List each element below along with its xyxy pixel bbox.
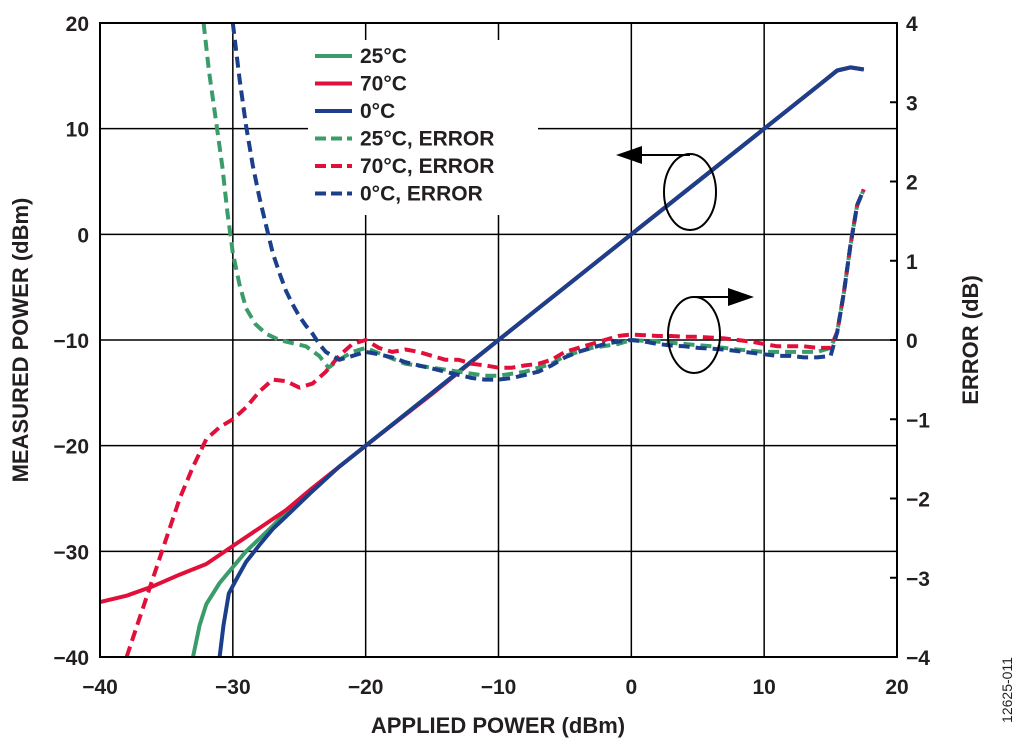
series-line-6 bbox=[230, 22, 866, 382]
y2-tick-label: 1 bbox=[906, 251, 918, 274]
y-tick-label: −10 bbox=[53, 330, 89, 353]
tick-labels: −40 −30 −20 −10 0 10 20−40−30−20−1001020−4−3−2… bbox=[53, 13, 930, 699]
x-tick-label: 20 bbox=[885, 676, 908, 699]
y2-tick-label: −4 bbox=[906, 647, 930, 670]
x-tick-label: −30 bbox=[215, 676, 251, 699]
x-tick-label: 10 bbox=[752, 676, 775, 699]
series-layer bbox=[99, 22, 866, 658]
y-axis-title: MEASURED POWER (dBm) bbox=[8, 198, 33, 483]
legend-label-1: 25°C bbox=[360, 45, 407, 68]
y2-tick-label: 3 bbox=[906, 92, 918, 115]
y2-tick-label: −2 bbox=[906, 489, 930, 512]
x-tick-label: −10 bbox=[481, 676, 517, 699]
x-tick-label: −40 bbox=[82, 676, 118, 699]
legend-label-2: 70°C bbox=[360, 73, 407, 96]
y2-tick-label: 4 bbox=[906, 13, 918, 36]
series-line-5 bbox=[124, 188, 866, 658]
y-tick-label: −30 bbox=[53, 541, 89, 564]
y-tick-label: 10 bbox=[66, 119, 89, 142]
series-line-3 bbox=[217, 65, 865, 658]
series-line-4 bbox=[201, 22, 866, 378]
legend: 25°C 70°C 0°C 25°C, ERROR 70°C, ERROR 0°C, ER… bbox=[308, 40, 538, 215]
y-tick-label: 0 bbox=[77, 224, 89, 247]
y-tick-label: −40 bbox=[53, 647, 89, 670]
x-axis-title: APPLIED POWER (dBm) bbox=[371, 713, 625, 738]
y2-axis-title: ERROR (dB) bbox=[958, 275, 983, 405]
y-tick-label: −20 bbox=[53, 436, 89, 459]
y2-tick-label: 2 bbox=[906, 172, 918, 195]
legend-label-3: 0°C bbox=[360, 100, 395, 123]
figure-id: 12625-011 bbox=[999, 657, 1015, 723]
y2-tick-label: −3 bbox=[906, 568, 930, 591]
x-tick-label: −20 bbox=[348, 676, 384, 699]
legend-background bbox=[308, 40, 538, 215]
legend-label-6: 0°C, ERROR bbox=[360, 183, 483, 206]
annotations bbox=[616, 146, 754, 374]
y2-tick-label: −1 bbox=[906, 409, 930, 432]
left-axis-indicator-arrow-head bbox=[616, 146, 642, 164]
y-tick-label: 20 bbox=[66, 13, 89, 36]
right-axis-indicator-arrow-head bbox=[728, 288, 754, 306]
y2-tick-label: 0 bbox=[906, 330, 918, 353]
x-tick-label: 0 bbox=[625, 676, 637, 699]
legend-label-4: 25°C, ERROR bbox=[360, 128, 494, 151]
legend-label-5: 70°C, ERROR bbox=[360, 155, 494, 178]
